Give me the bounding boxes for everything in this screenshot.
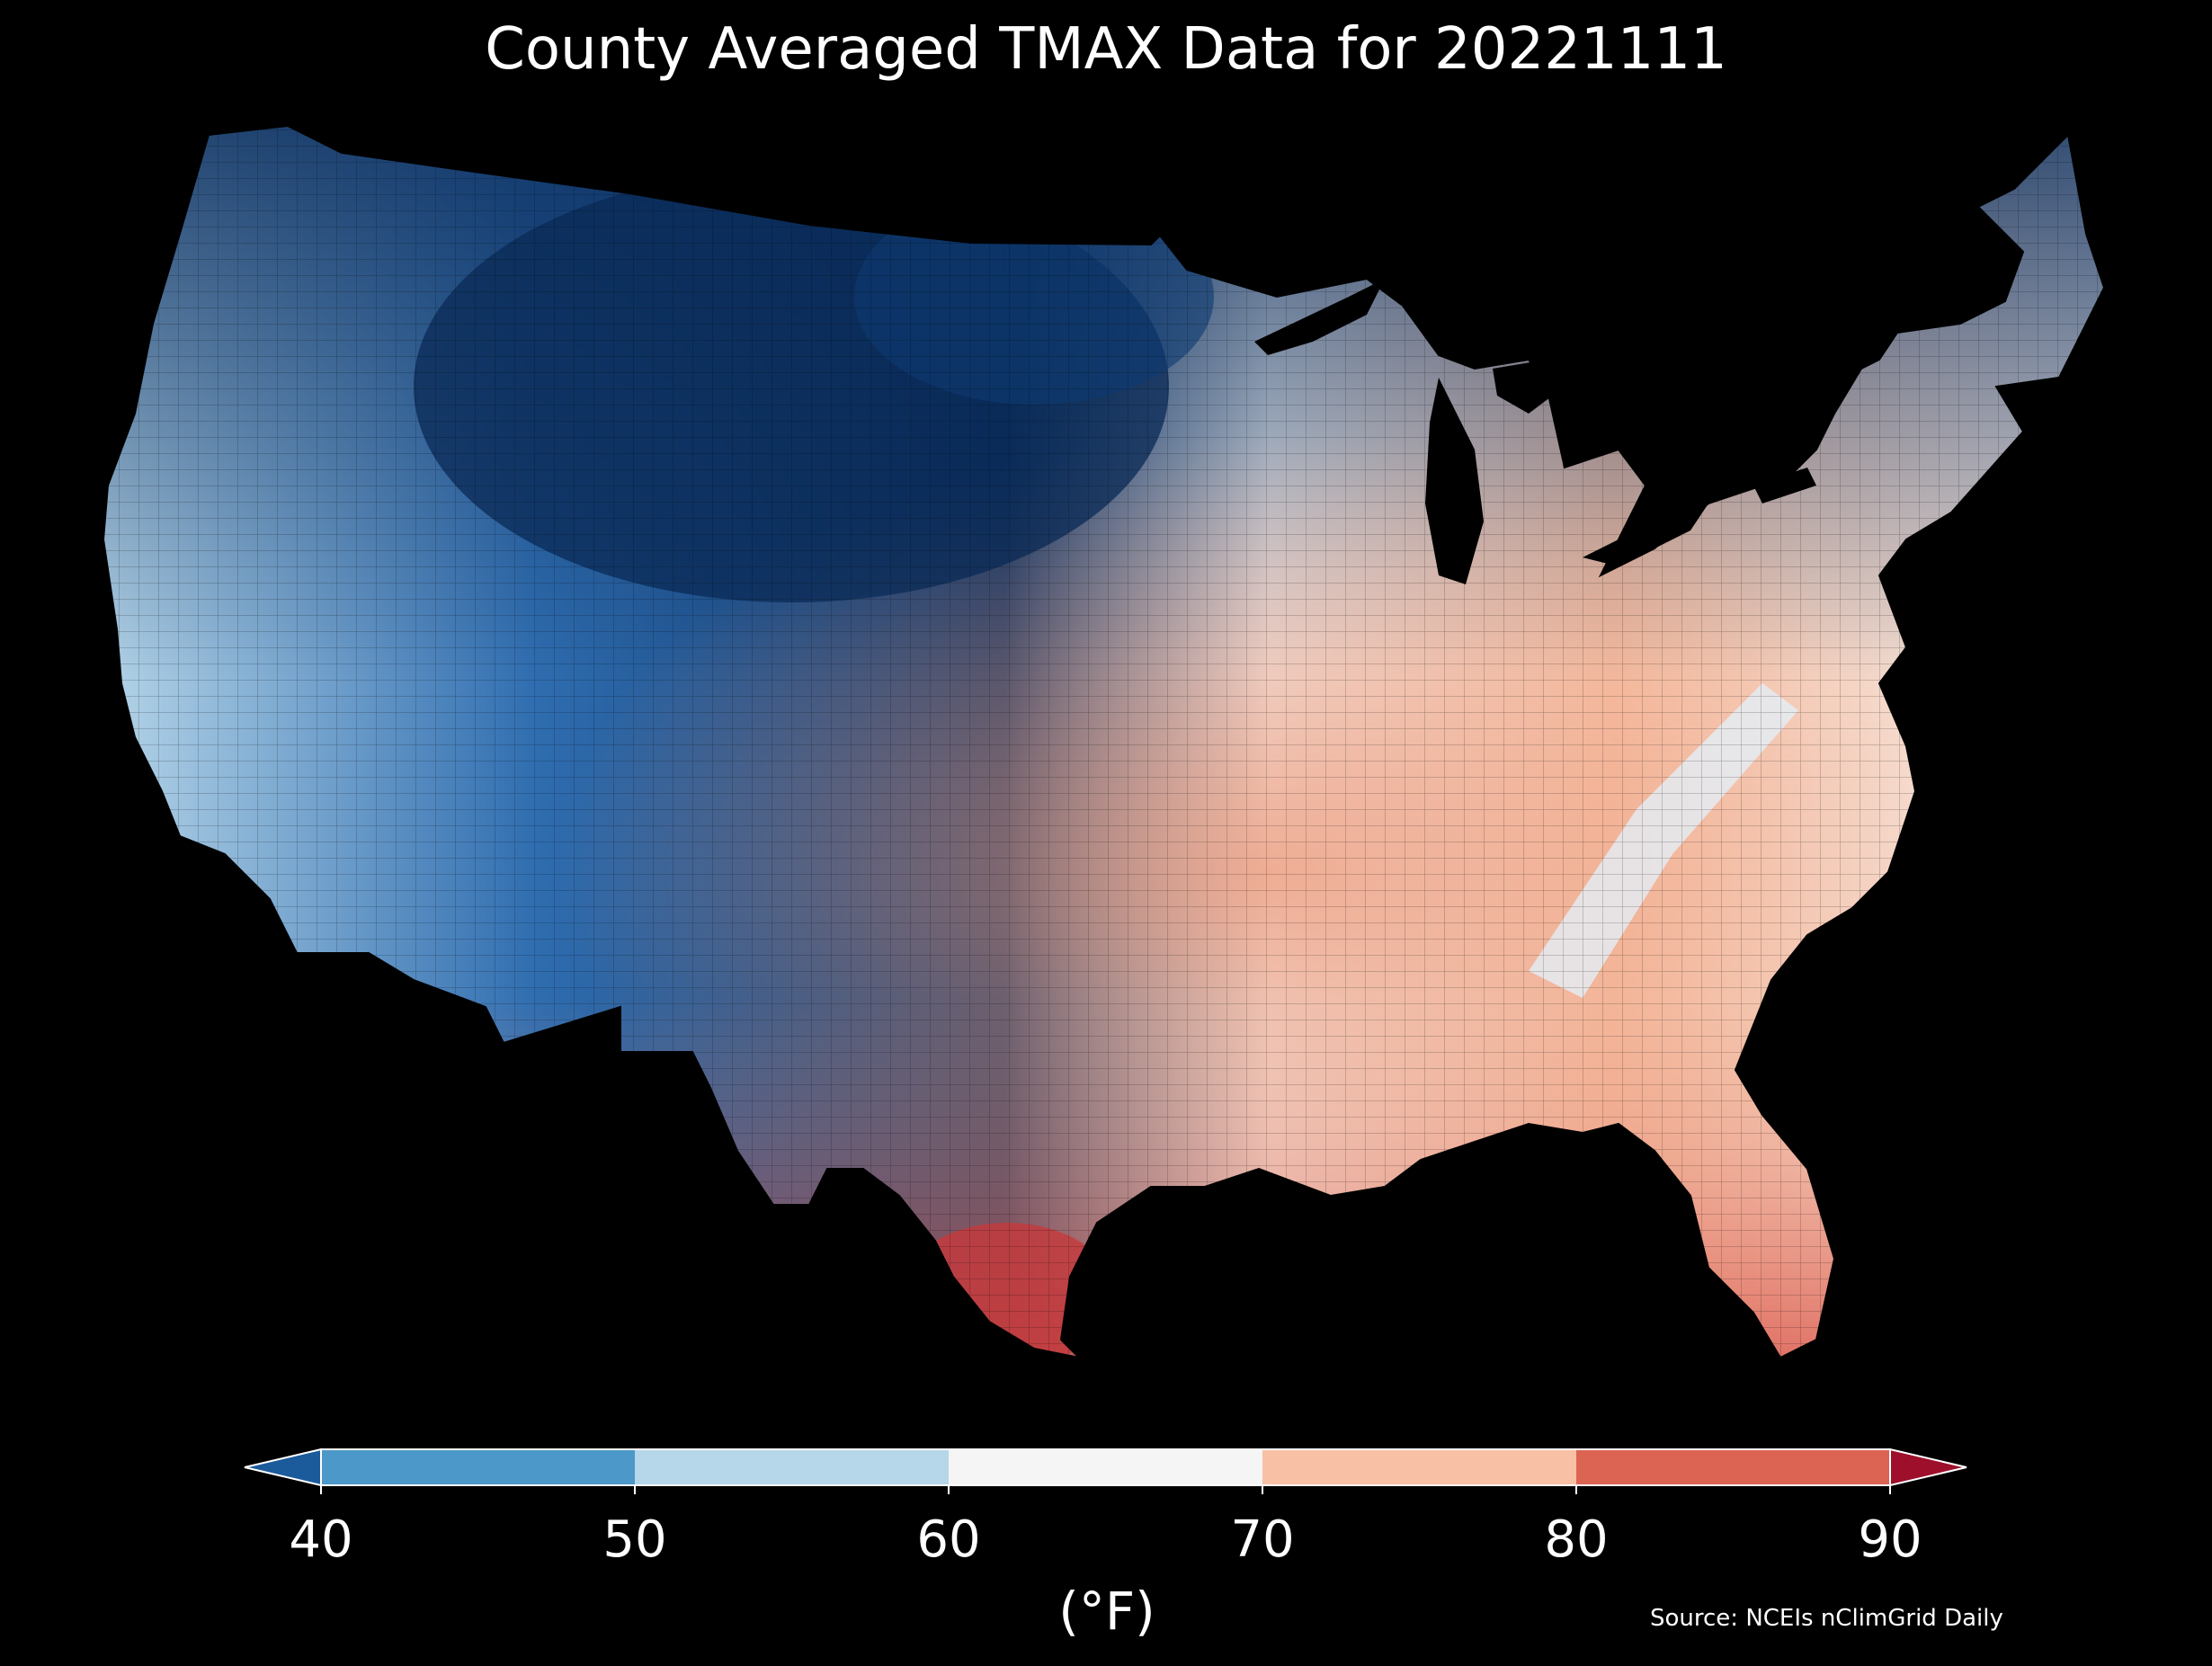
us-county-tmax-map [103, 125, 2105, 1359]
map-title: County Averaged TMAX Data for 20221111 [485, 16, 1727, 83]
colorbar-unit-label: (°F) [1058, 1581, 1155, 1642]
colorbar-tick-label: 70 [1230, 1510, 1295, 1569]
colorbar-frame [320, 1448, 1891, 1486]
great-lakes [1254, 279, 1816, 584]
colorbar-tick-label: 90 [1858, 1510, 1922, 1569]
colorbar-bin [949, 1449, 1262, 1485]
colorbar-tick-label: 50 [602, 1510, 667, 1569]
colorbar-bin [1262, 1449, 1576, 1485]
colorbar-bin [321, 1449, 635, 1485]
colorbar-bin [635, 1449, 949, 1485]
colorbar-tick-label: 80 [1544, 1510, 1609, 1569]
source-caption: Source: NCEIs nClimGrid Daily [1650, 1605, 2003, 1632]
colorbar-extend-low [244, 1448, 322, 1487]
colorbar-tick-label: 60 [916, 1510, 981, 1569]
colorbar-tick-label: 40 [289, 1510, 353, 1569]
colorbar-extend-high [1889, 1448, 1967, 1487]
colorbar-bin [1576, 1449, 1890, 1485]
